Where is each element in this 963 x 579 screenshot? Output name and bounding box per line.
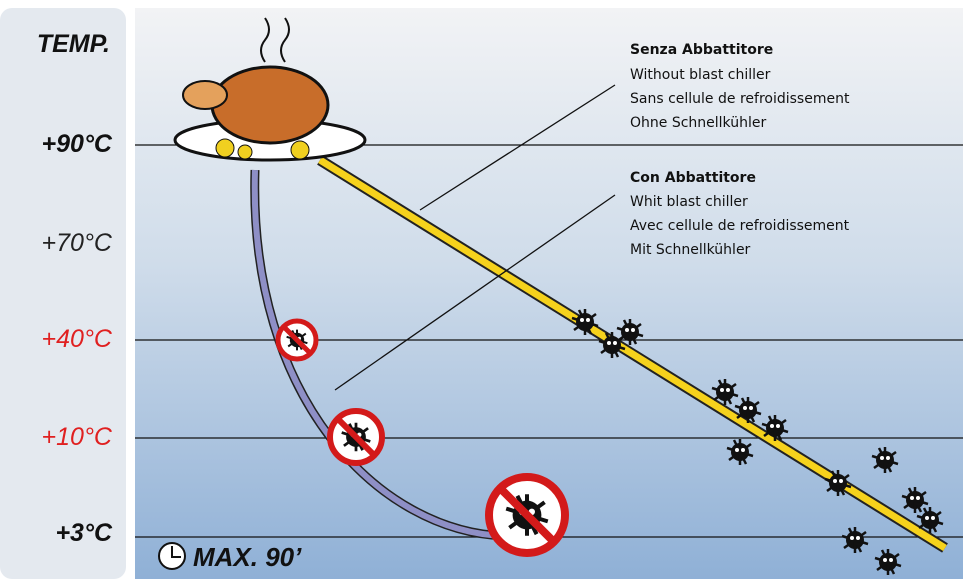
footer-time: MAX. 90’ <box>193 542 302 572</box>
axis-title: TEMP. <box>37 30 110 58</box>
infographic: TEMP. +90°C +70°C +40°C +10°C +3°C Senza… <box>0 0 963 579</box>
legend-title: Con Abbattitore <box>630 170 756 186</box>
axis-panel <box>0 8 126 579</box>
legend-line: Sans cellule de refroidissement <box>630 91 850 107</box>
level-label: +3°C <box>55 519 113 547</box>
legend-line: Ohne Schnellkühler <box>630 115 766 131</box>
legend-line: Mit Schnellkühler <box>630 242 751 258</box>
legend-line: Avec cellule de refroidissement <box>630 218 850 234</box>
legend-title: Senza Abbattitore <box>630 42 773 58</box>
level-label: +10°C <box>42 423 113 451</box>
clock-icon <box>159 543 185 569</box>
level-label: +40°C <box>42 325 113 353</box>
level-label: +90°C <box>42 130 113 158</box>
legend-line: Whit blast chiller <box>630 194 748 210</box>
legend-line: Without blast chiller <box>630 67 771 83</box>
level-label: +70°C <box>42 229 113 257</box>
